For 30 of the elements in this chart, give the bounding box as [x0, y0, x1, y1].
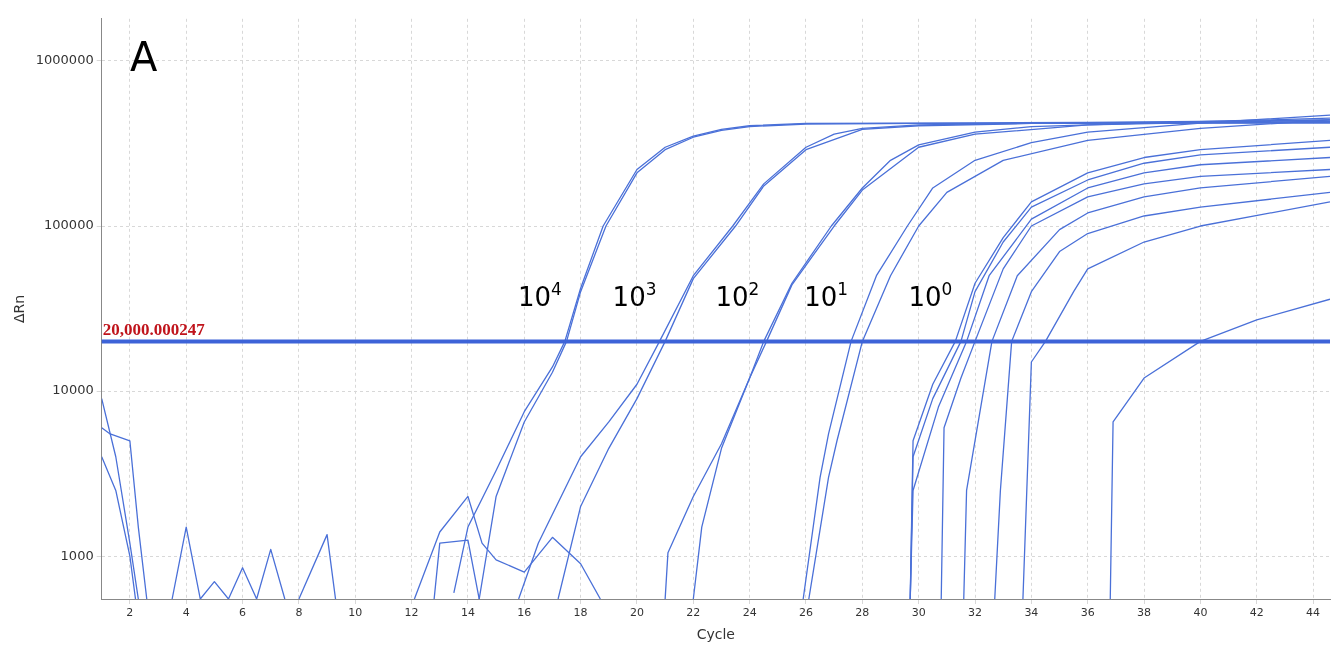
x-tick-label: 26 [799, 606, 813, 620]
y-axis-title: ΔRn [11, 294, 28, 323]
y-tick-label: 1000000 [35, 52, 94, 68]
ref-line-label: 20,000.000247 [102, 320, 206, 340]
x-tick-label: 8 [295, 606, 303, 620]
annotation: A [130, 34, 159, 81]
y-tick-label: 1000 [60, 547, 94, 563]
x-tick-label: 18 [573, 606, 588, 620]
x-tick-label: 44 [1306, 606, 1321, 620]
x-tick-label: 36 [1080, 606, 1095, 620]
x-tick-label: 4 [182, 606, 190, 620]
x-tick-label: 10 [348, 606, 363, 620]
x-tick-label: 42 [1249, 606, 1264, 620]
x-tick-label: 6 [239, 606, 247, 620]
x-tick-label: 34 [1024, 606, 1039, 620]
x-axis-title: Cycle [696, 626, 735, 643]
x-tick-label: 14 [460, 606, 475, 620]
x-tick-label: 2 [126, 606, 134, 620]
x-tick-label: 22 [686, 606, 701, 620]
x-tick-label: 20 [629, 606, 644, 620]
x-tick-label: 28 [855, 606, 870, 620]
x-tick-label: 30 [911, 606, 926, 620]
x-tick-label: 38 [1137, 606, 1152, 620]
y-tick-label: 10000 [52, 382, 94, 398]
x-tick-label: 40 [1193, 606, 1208, 620]
x-tick-label: 12 [404, 606, 419, 620]
y-tick-label: 100000 [44, 217, 94, 233]
x-tick-label: 16 [517, 606, 532, 620]
x-tick-label: 24 [742, 606, 757, 620]
x-tick-label: 32 [968, 606, 983, 620]
